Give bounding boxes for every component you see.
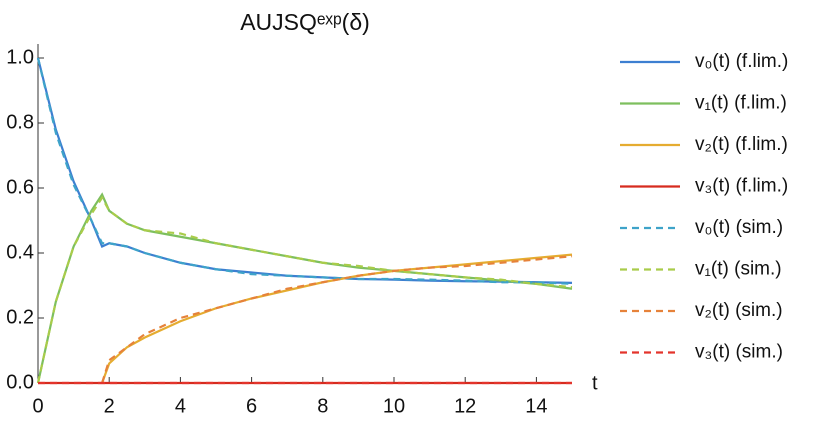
x-axis-label: t bbox=[592, 372, 598, 394]
series-line bbox=[101, 255, 573, 384]
series-line bbox=[36, 192, 573, 384]
legend-label: v₂(t) (f.lim.) bbox=[695, 134, 788, 155]
legend-label: v₃(t) (sim.) bbox=[695, 342, 783, 363]
legend-label: v₁(t) (f.lim.) bbox=[695, 93, 787, 114]
x-tick-label: 14 bbox=[525, 395, 547, 417]
series-line bbox=[36, 57, 573, 285]
y-tick-label: 1.0 bbox=[6, 46, 34, 68]
chart-title: AUJSQᵉˣᵖ(δ) bbox=[240, 9, 370, 35]
legend-label: v₂(t) (sim.) bbox=[695, 300, 783, 321]
x-tick-label: 8 bbox=[317, 395, 328, 417]
y-tick-label: 0.8 bbox=[6, 111, 34, 133]
legend-label: v₃(t) (f.lim.) bbox=[695, 176, 788, 197]
x-tick-label: 4 bbox=[175, 395, 186, 417]
y-tick-label: 0.0 bbox=[6, 371, 34, 393]
x-tick-label: 10 bbox=[383, 395, 405, 417]
series-line bbox=[101, 253, 573, 384]
series-line bbox=[36, 57, 573, 284]
x-tick-label: 2 bbox=[104, 395, 115, 417]
x-tick-label: 0 bbox=[32, 395, 43, 417]
x-tick-label: 6 bbox=[246, 395, 257, 417]
x-tick-label: 12 bbox=[454, 395, 476, 417]
legend-label: v₀(t) (sim.) bbox=[695, 217, 783, 238]
y-tick-label: 0.4 bbox=[6, 241, 34, 263]
legend-label: v₀(t) (f.lim.) bbox=[695, 51, 788, 72]
y-tick-label: 0.2 bbox=[6, 306, 34, 328]
y-tick-label: 0.6 bbox=[6, 176, 34, 198]
series-line bbox=[36, 195, 573, 384]
legend-label: v₁(t) (sim.) bbox=[695, 259, 782, 280]
